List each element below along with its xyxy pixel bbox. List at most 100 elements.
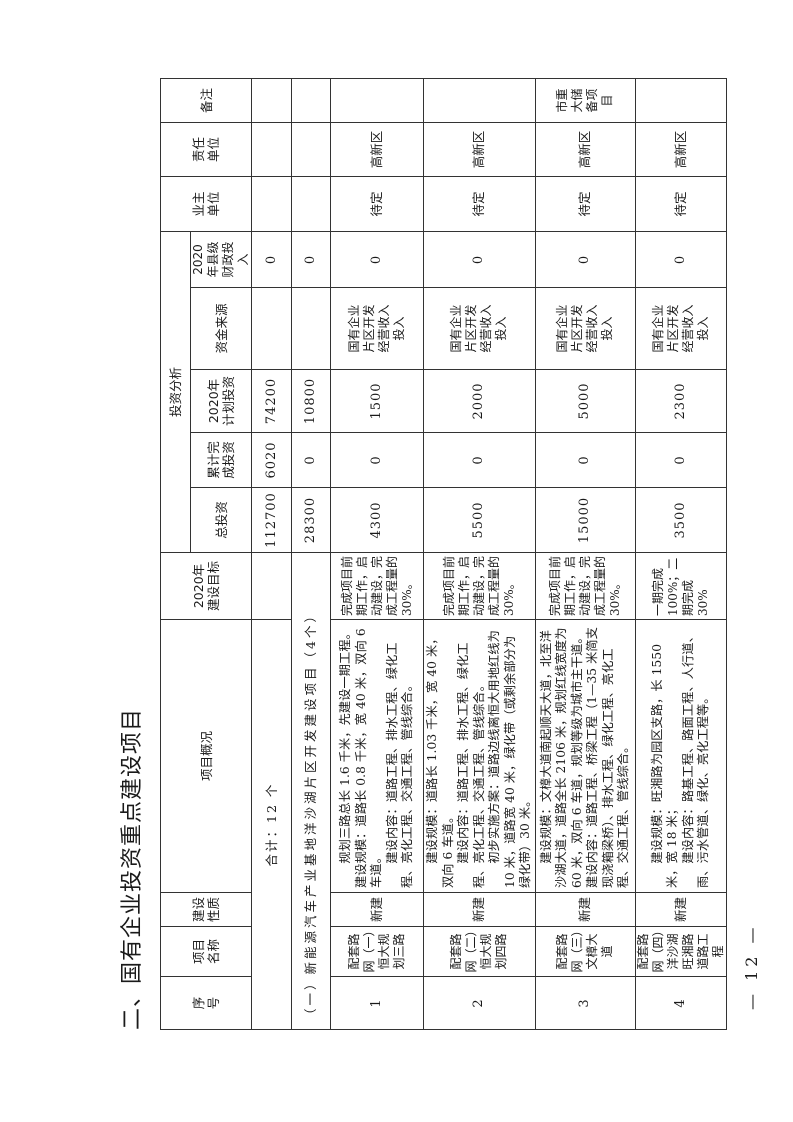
row-seq: 3 [535, 976, 635, 1030]
total-completed: 6020 [251, 432, 292, 488]
header-seq: 序号 [160, 976, 252, 1030]
section-label: （一）新能源汽车产业基地洋沙湖片区开发建设项目（4个） [291, 552, 331, 1030]
section-completed: 0 [291, 432, 331, 488]
row-county: 0 [635, 231, 726, 288]
row-county: 0 [330, 231, 424, 288]
investment-projects-table: 序号 项目名称 建设性质 项目概况 2020年建设目标 投资分析 业主单位 责任… [160, 78, 727, 1030]
table-row: 3 配套路网（三）文樟大道 新建 建设规模：文樟大道南起顺天大道，北至洋沙湖大道，道路… [535, 78, 635, 1030]
total-owner [251, 176, 292, 232]
row-remark: 市重大储备项目 [535, 78, 635, 123]
row-responsible: 高新区 [635, 122, 726, 177]
row-nature: 新建 [423, 892, 535, 927]
header-county: 2020年县级财政投入 [190, 231, 252, 288]
header-nature: 建设性质 [160, 892, 252, 927]
row-remark [330, 78, 424, 123]
section-source [291, 287, 331, 370]
total-label: 合计：12 个 [251, 619, 292, 1030]
header-completed: 累计完成投资 [190, 432, 252, 488]
header-total: 总投资 [190, 487, 252, 553]
total-county: 0 [251, 231, 292, 288]
section-row: （一）新能源汽车产业基地洋沙湖片区开发建设项目（4个） 28300 0 1080… [291, 78, 331, 1030]
row-overview: 规划三路总长 1.6 千米，先建设一期工程。建设规模：道路长 0.8 千米，宽 … [330, 619, 424, 893]
row-nature: 新建 [330, 892, 424, 927]
header-remark: 备注 [160, 78, 252, 123]
total-investment: 112700 [251, 487, 292, 553]
row-target: 完成项目前期工作，启动建设，完成工程量的 30%。 [330, 552, 424, 620]
total-remark [251, 78, 292, 123]
row-completed: 0 [423, 432, 535, 488]
row-source: 国有企业片区开发经营收入投入 [635, 287, 726, 370]
row-responsible: 高新区 [535, 122, 635, 177]
row-nature: 新建 [535, 892, 635, 927]
page-number: — 12 — [742, 923, 761, 1010]
total-source [251, 287, 292, 370]
rotated-page: 二、国有企业投资重点建设项目 序号 项目名称 建设性质 项目概况 2020年建设… [120, 78, 761, 1030]
header-overview: 项目概况 [160, 619, 252, 893]
row-completed: 0 [535, 432, 635, 488]
row-county: 0 [423, 231, 535, 288]
section-total: 28300 [291, 487, 331, 553]
header-source: 资金来源 [190, 287, 252, 370]
header-investment: 投资分析 [160, 231, 191, 553]
section-county: 0 [291, 231, 331, 288]
overview-paragraph: 建设内容：路基工程、路面工程、人行道、雨、污水管道、绿化、亮化工程等。 [680, 630, 711, 888]
row-source: 国有企业片区开发经营收入投入 [423, 287, 535, 370]
row-plan: 2000 [423, 369, 535, 433]
row-target: 完成项目前期工作，启动建设，完成工程量的 30%。 [423, 552, 535, 620]
row-owner: 待定 [535, 176, 635, 232]
header-name: 项目名称 [160, 926, 252, 977]
header-plan: 2020年计划投资 [190, 369, 252, 433]
header-target: 2020年建设目标 [160, 552, 252, 620]
total-responsible [251, 122, 292, 177]
row-overview: 建设规模：道路长 1.03 千米，宽 40 米，双向 6 车道。 建设内容：道路工… [423, 619, 535, 893]
section-title: 二、国有企业投资重点建设项目 [120, 707, 145, 1030]
row-owner: 待定 [330, 176, 424, 232]
row-completed: 0 [635, 432, 726, 488]
total-target [251, 552, 292, 620]
total-row: 合计：12 个 112700 6020 74200 0 [251, 78, 292, 1030]
row-remark [635, 78, 726, 123]
header-responsible: 责任单位 [160, 122, 252, 177]
row-total: 5500 [423, 487, 535, 553]
overview-paragraph: 初步实施方案：道路边线离恒大用地红线为 10 米，道路宽 40 米，绿化带（或剩… [487, 630, 532, 888]
section-owner [291, 176, 331, 232]
project-rows: 1 配套路网（一）恒大规划三路 新建 规划三路总长 1.6 千米，先建设一期工程。建设… [330, 78, 726, 1030]
row-seq: 1 [330, 976, 424, 1030]
row-name: 配套路网（一）恒大规划三路 [330, 926, 424, 977]
row-owner: 待定 [423, 176, 535, 232]
table-row: 1 配套路网（一）恒大规划三路 新建 规划三路总长 1.6 千米，先建设一期工程。建设… [330, 78, 424, 1030]
row-owner: 待定 [635, 176, 726, 232]
row-completed: 0 [330, 432, 424, 488]
row-seq: 2 [423, 976, 535, 1030]
row-overview: 建设规模：文樟大道南起顺天大道，北至洋沙湖大道，道路全长 2106 米，规划红线… [535, 619, 635, 893]
row-plan: 2300 [635, 369, 726, 433]
row-source: 国有企业片区开发经营收入投入 [330, 287, 424, 370]
header-row: 序号 项目名称 建设性质 项目概况 2020年建设目标 投资分析 业主单位 责任… [160, 78, 252, 1030]
row-target: 完成项目前期工作，启动建设，完成工程量的 30%。 [535, 552, 635, 620]
row-target: 一期完成 100%；二期完成 30% [635, 552, 726, 620]
row-county: 0 [535, 231, 635, 288]
overview-paragraph: 建设内容：道路工程、排水工程、绿化工程、亮化工程、交通工程、管线综合。 [456, 642, 486, 888]
table-row: 2 配套路网（二）恒大规划四路 新建 建设规模：道路长 1.03 千米，宽 40 米，… [423, 78, 535, 1030]
row-seq: 4 [635, 976, 726, 1030]
row-total: 4300 [330, 487, 424, 553]
section-responsible [291, 122, 331, 177]
row-overview: 建设规模：旺湘路为园区支路，长 1550 米，宽 18 米； 建设内容：路基工程、… [635, 619, 726, 893]
section-plan: 10800 [291, 369, 331, 433]
row-name: 配套路网（三）文樟大道 [535, 926, 635, 977]
total-plan: 74200 [251, 369, 292, 433]
table-row: 4 配套路网（四）洋沙湖旺湘路道路工程 新建 建设规模：旺湘路为园区支路，长 1550… [635, 78, 726, 1030]
header-owner: 业主单位 [160, 176, 252, 232]
overview-paragraph: 建设内容：道路工程、排水工程、绿化工程、亮化工程、交通工程、管线综合。 [384, 642, 415, 888]
row-plan: 5000 [535, 369, 635, 433]
overview-paragraph: 建设规模：道路长 1.03 千米，宽 40 米，双向 6 车道。 [425, 632, 455, 888]
row-plan: 1500 [330, 369, 424, 433]
overview-paragraph: 建设规模：旺湘路为园区支路，长 1550 米，宽 18 米； [649, 643, 680, 888]
row-remark [423, 78, 535, 123]
row-name: 配套路网（四）洋沙湖旺湘路道路工程 [635, 926, 726, 977]
row-nature: 新建 [635, 892, 726, 927]
section-remark [291, 78, 331, 123]
row-name: 配套路网（二）恒大规划四路 [423, 926, 535, 977]
row-total: 15000 [535, 487, 635, 553]
row-responsible: 高新区 [330, 122, 424, 177]
